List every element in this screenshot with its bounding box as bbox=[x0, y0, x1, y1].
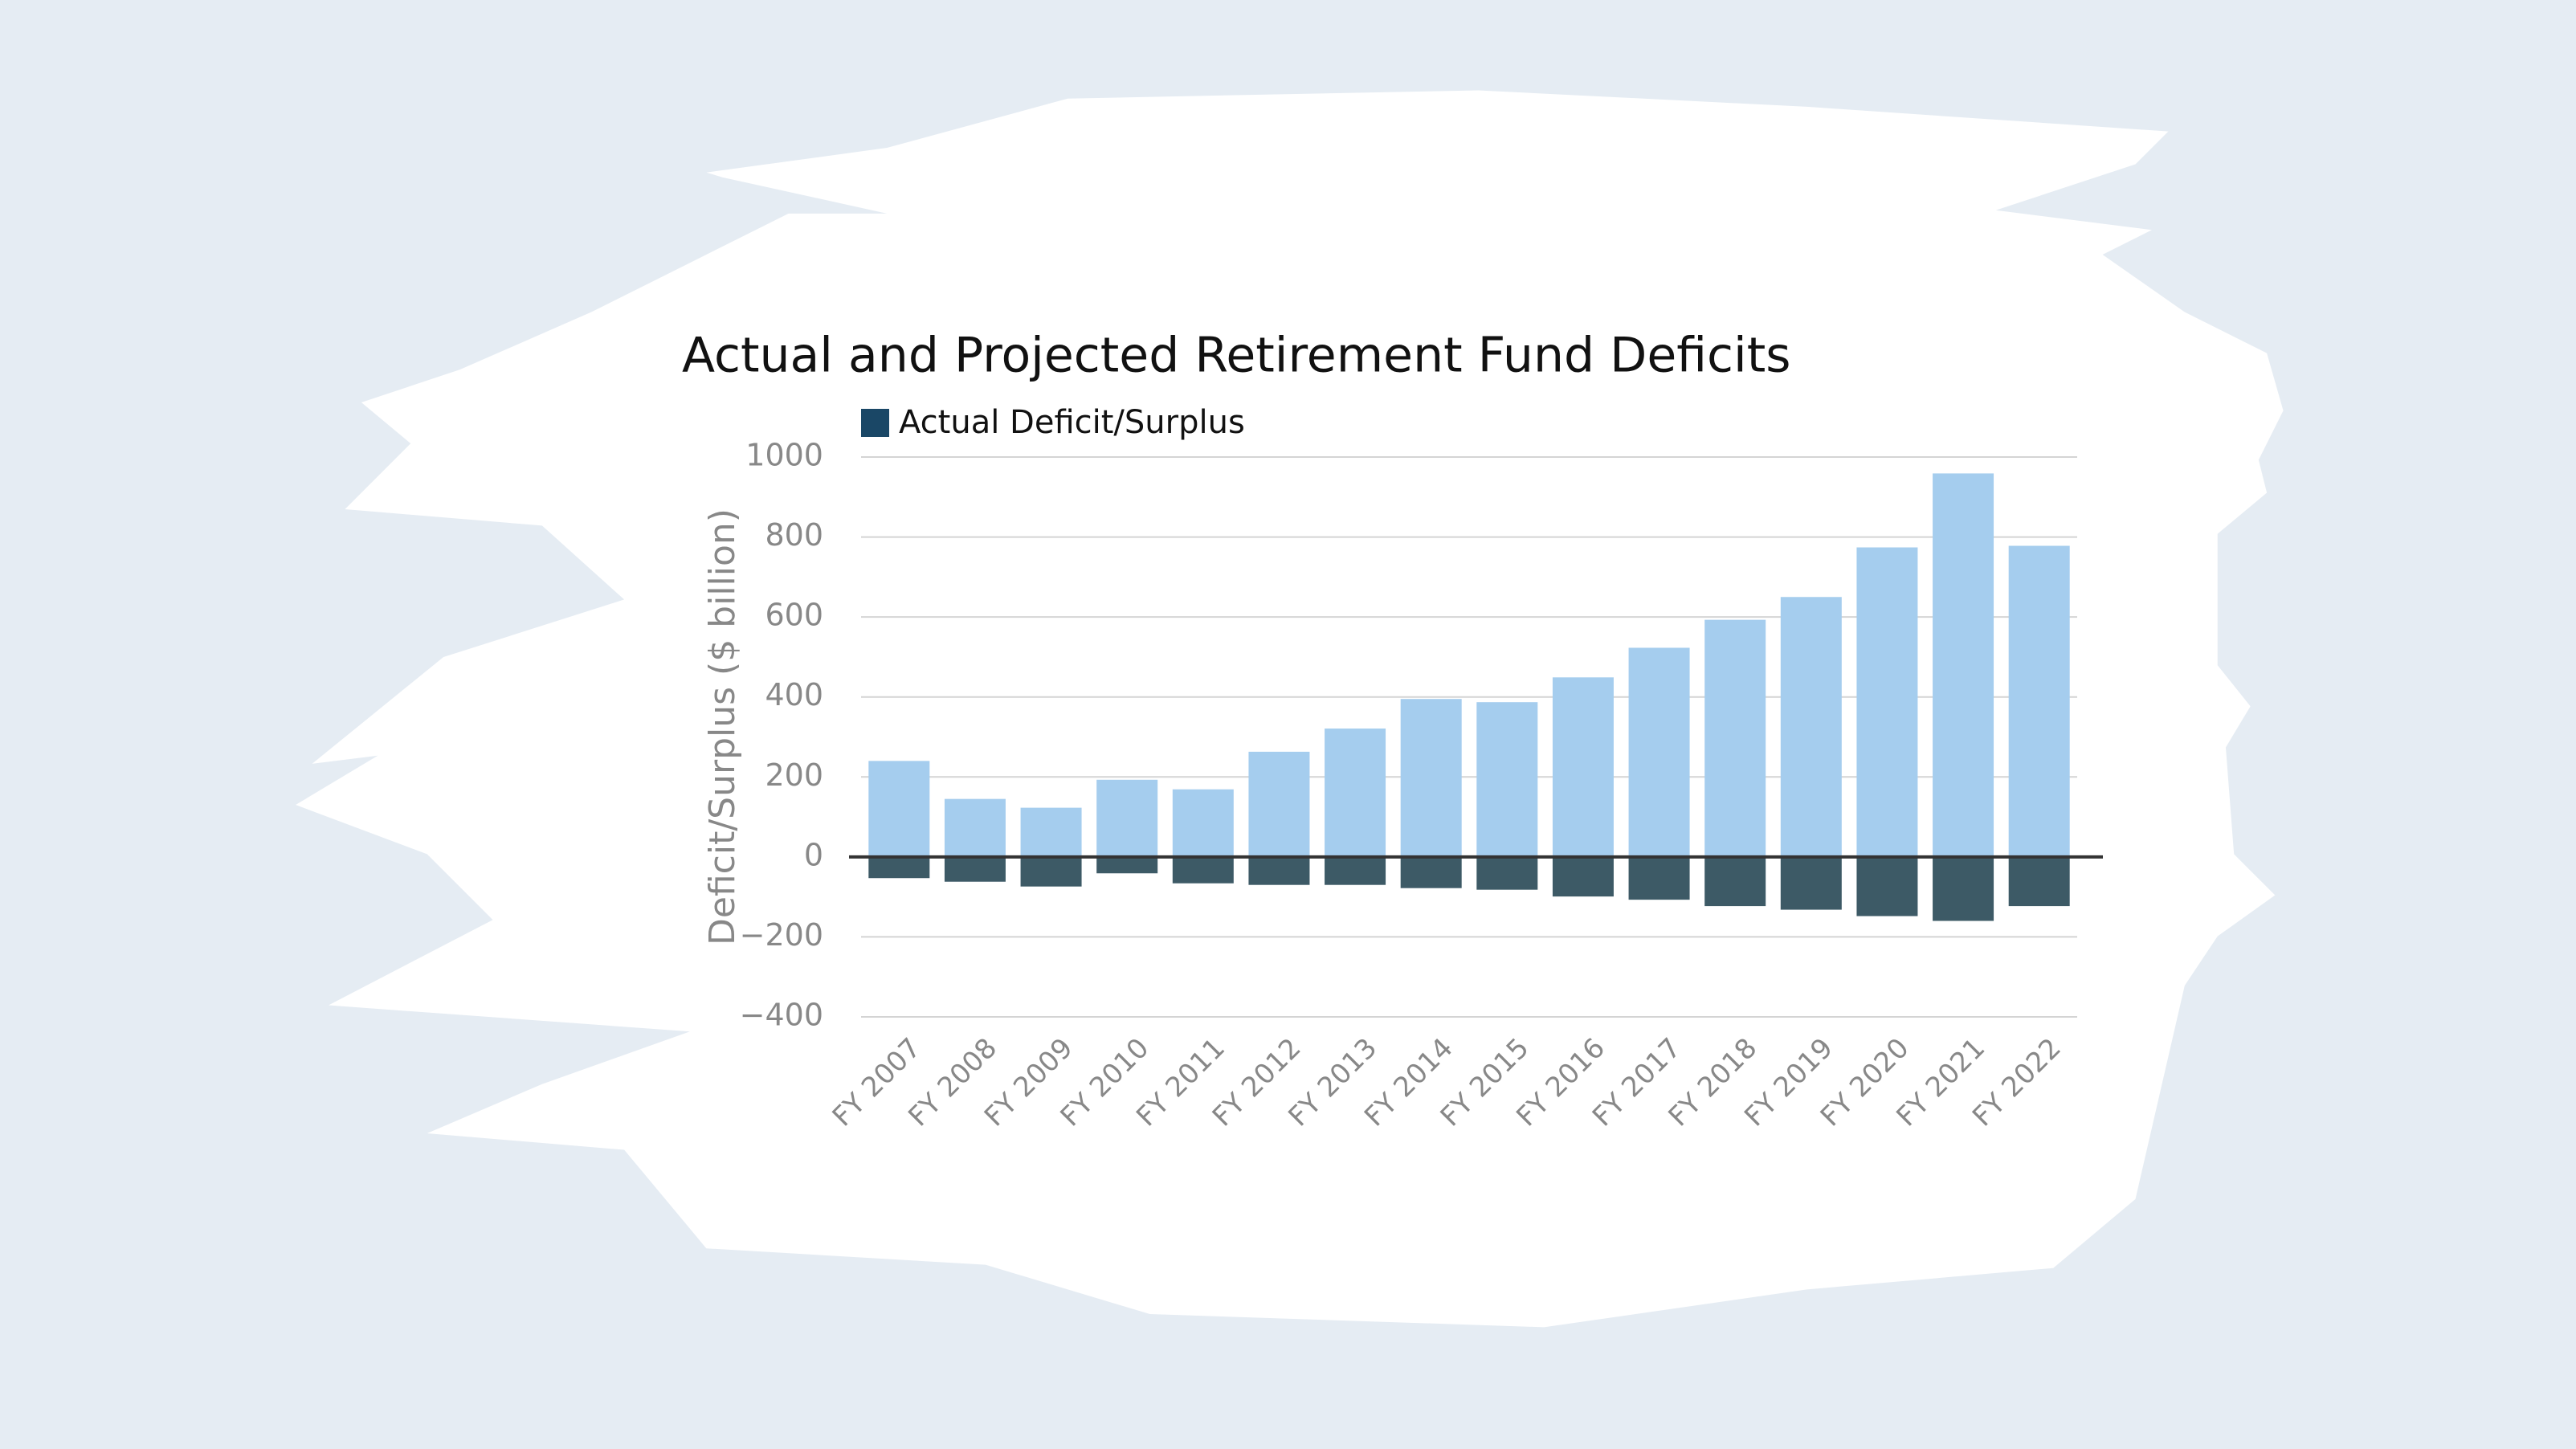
bar bbox=[1933, 856, 1994, 921]
bar bbox=[1780, 597, 1842, 857]
y-tick-label: 800 bbox=[765, 517, 823, 553]
brush-backdrop bbox=[296, 90, 2284, 1328]
bar bbox=[1933, 473, 1994, 857]
y-axis-label: Deficit/Surplus ($ billion) bbox=[702, 508, 743, 945]
bar bbox=[1628, 647, 1690, 857]
bar bbox=[1400, 856, 1462, 888]
bar bbox=[2008, 856, 2070, 907]
y-tick-label: 400 bbox=[765, 677, 823, 712]
bar bbox=[1628, 856, 1690, 900]
bar bbox=[1476, 856, 1538, 890]
bar bbox=[1552, 856, 1614, 897]
bar bbox=[1248, 856, 1310, 885]
bar bbox=[1248, 751, 1310, 857]
chart-title: Actual and Projected Retirement Fund Def… bbox=[682, 328, 1791, 384]
bar bbox=[868, 761, 930, 857]
bar bbox=[1172, 856, 1234, 884]
bar bbox=[1325, 856, 1386, 885]
bar bbox=[1704, 619, 1766, 857]
bar bbox=[944, 798, 1006, 857]
bar bbox=[868, 856, 930, 879]
y-tick-label: 600 bbox=[765, 598, 823, 633]
bar bbox=[1325, 729, 1386, 857]
bar bbox=[1172, 789, 1234, 857]
y-tick-label: 0 bbox=[804, 837, 823, 872]
y-tick-label: −200 bbox=[740, 917, 823, 953]
bar bbox=[1856, 547, 1918, 857]
legend-label: Actual Deficit/Surplus bbox=[899, 404, 1245, 441]
bar bbox=[1476, 702, 1538, 857]
bar bbox=[1552, 677, 1614, 857]
bar bbox=[1096, 779, 1158, 857]
legend-swatch bbox=[861, 409, 889, 437]
y-tick-label: −400 bbox=[740, 998, 823, 1033]
y-tick-label: 1000 bbox=[745, 438, 823, 473]
bar bbox=[1780, 856, 1842, 910]
bar bbox=[1020, 807, 1082, 857]
bar bbox=[944, 856, 1006, 882]
bar bbox=[1856, 856, 1918, 916]
y-tick-label: 200 bbox=[765, 757, 823, 793]
bar bbox=[1400, 699, 1462, 857]
bar bbox=[1704, 856, 1766, 907]
bar bbox=[1020, 856, 1082, 887]
bar bbox=[1096, 856, 1158, 874]
bar bbox=[2008, 545, 2070, 857]
